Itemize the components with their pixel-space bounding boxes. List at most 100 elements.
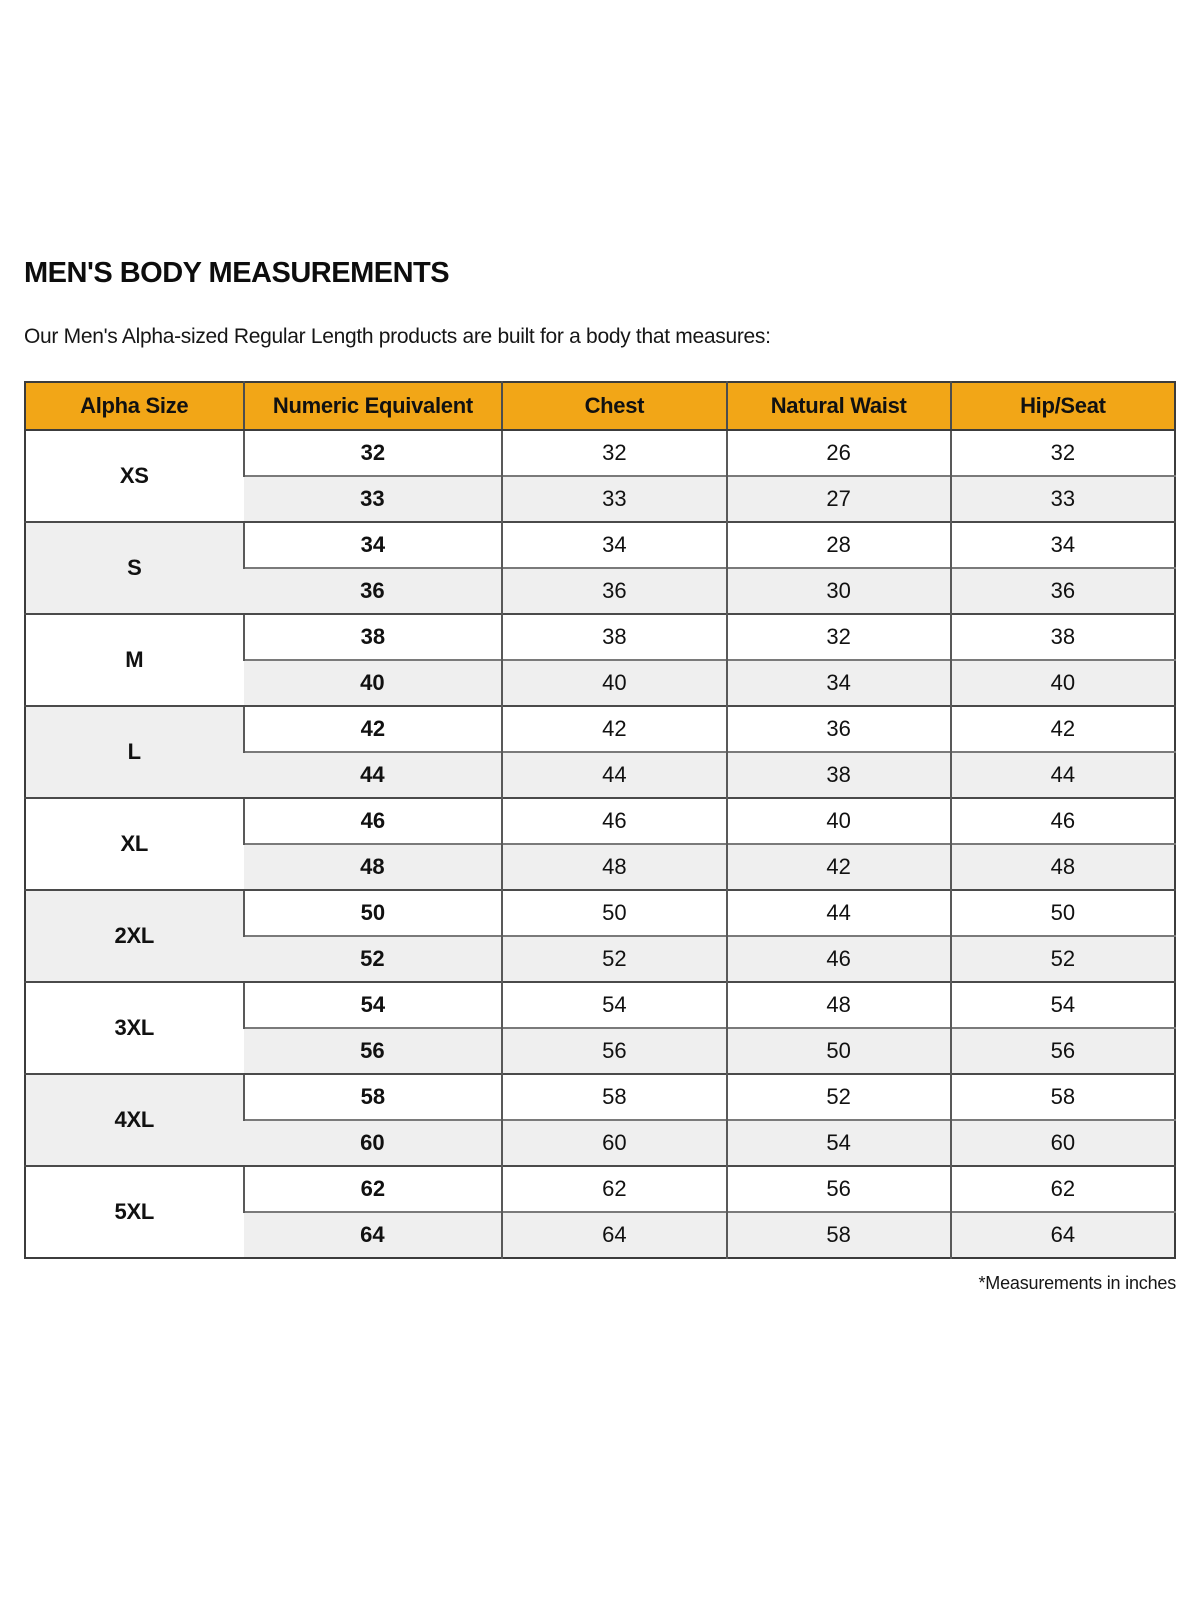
table-row-xs-32: XS 32 32 26 32 bbox=[25, 430, 1175, 523]
alpha-size-cell-l: L bbox=[25, 705, 244, 799]
numeric-equivalent-cell: 32 bbox=[242, 430, 503, 477]
hip-seat-cell: 36 bbox=[949, 567, 1175, 615]
hip-seat-cell: 40 bbox=[949, 659, 1175, 707]
table-row-m-38: M 38 38 32 38 bbox=[25, 613, 1175, 707]
alpha-size-cell-s: S bbox=[25, 521, 244, 615]
table-row-3xl-54: 3XL 54 54 48 54 bbox=[25, 981, 1175, 1075]
numeric-equivalent-cell: 33 bbox=[243, 475, 503, 523]
alpha-size-cell-4xl: 4XL bbox=[25, 1073, 244, 1167]
chest-cell: 34 bbox=[501, 521, 727, 569]
hip-seat-cell: 34 bbox=[949, 521, 1175, 569]
measurements-table: Alpha Size Numeric Equivalent Chest Natural… bbox=[24, 381, 1176, 1260]
numeric-equivalent-cell: 64 bbox=[243, 1211, 503, 1259]
column-header-numeric-equivalent: Numeric Equivalent bbox=[242, 382, 503, 432]
alpha-size-cell-5xl: 5XL bbox=[25, 1165, 244, 1259]
hip-seat-cell: 38 bbox=[949, 613, 1175, 661]
natural-waist-cell: 58 bbox=[725, 1211, 951, 1259]
hip-seat-cell: 58 bbox=[949, 1073, 1175, 1121]
table-row-xl-48: 48 48 42 48 bbox=[25, 843, 1175, 891]
hip-seat-cell: 52 bbox=[949, 935, 1175, 983]
chest-cell: 33 bbox=[501, 475, 727, 523]
column-header-chest: Chest bbox=[501, 382, 727, 432]
table-header-row: Alpha Size Numeric Equivalent Chest Natural… bbox=[25, 382, 1175, 432]
numeric-equivalent-cell: 52 bbox=[243, 935, 503, 983]
alpha-size-cell-xl: XL bbox=[25, 797, 244, 891]
table-row-l-42: L 42 42 36 42 bbox=[25, 705, 1175, 799]
hip-seat-cell: 62 bbox=[949, 1165, 1175, 1213]
column-header-natural-waist: Natural Waist bbox=[725, 382, 951, 432]
numeric-equivalent-cell: 36 bbox=[243, 567, 503, 615]
natural-waist-cell: 56 bbox=[725, 1165, 951, 1213]
table-row-3xl-56: 56 56 50 56 bbox=[25, 1027, 1175, 1075]
alpha-size-cell-2xl: 2XL bbox=[25, 889, 244, 983]
numeric-equivalent-cell: 56 bbox=[243, 1027, 503, 1075]
alpha-size-cell-3xl: 3XL bbox=[25, 981, 244, 1075]
numeric-equivalent-cell: 44 bbox=[243, 751, 503, 799]
natural-waist-cell: 34 bbox=[725, 659, 951, 707]
natural-waist-cell: 54 bbox=[725, 1119, 951, 1167]
chest-cell: 56 bbox=[501, 1027, 727, 1075]
numeric-equivalent-cell: 60 bbox=[243, 1119, 503, 1167]
chest-cell: 32 bbox=[501, 430, 727, 477]
natural-waist-cell: 27 bbox=[725, 475, 951, 523]
chest-cell: 58 bbox=[501, 1073, 727, 1121]
chest-cell: 64 bbox=[501, 1211, 727, 1259]
table-row-s-36: 36 36 30 36 bbox=[25, 567, 1175, 615]
numeric-equivalent-cell: 62 bbox=[242, 1165, 503, 1213]
chest-cell: 46 bbox=[501, 797, 727, 845]
numeric-equivalent-cell: 40 bbox=[243, 659, 503, 707]
hip-seat-cell: 33 bbox=[949, 475, 1175, 523]
numeric-equivalent-cell: 48 bbox=[243, 843, 503, 891]
table-row-xl-46: XL 46 46 40 46 bbox=[25, 797, 1175, 891]
column-header-hip-seat: Hip/Seat bbox=[949, 382, 1175, 432]
hip-seat-cell: 44 bbox=[949, 751, 1175, 799]
table-row-xs-33: 33 33 27 33 bbox=[25, 475, 1175, 523]
measurements-unit-note: *Measurements in inches bbox=[978, 1273, 1177, 1294]
numeric-equivalent-cell: 46 bbox=[242, 797, 503, 845]
alpha-size-cell-xs: XS bbox=[25, 430, 244, 523]
numeric-equivalent-cell: 38 bbox=[242, 613, 503, 661]
chest-cell: 42 bbox=[501, 705, 727, 753]
chest-cell: 54 bbox=[501, 981, 727, 1029]
chest-cell: 50 bbox=[501, 889, 727, 937]
table-row-l-44: 44 44 38 44 bbox=[25, 751, 1175, 799]
table-row-m-40: 40 40 34 40 bbox=[25, 659, 1175, 707]
natural-waist-cell: 42 bbox=[725, 843, 951, 891]
table-row-5xl-64: 64 64 58 64 bbox=[25, 1211, 1175, 1259]
natural-waist-cell: 46 bbox=[725, 935, 951, 983]
hip-seat-cell: 48 bbox=[949, 843, 1175, 891]
chest-cell: 36 bbox=[501, 567, 727, 615]
natural-waist-cell: 26 bbox=[725, 430, 951, 477]
alpha-size-cell-m: M bbox=[25, 613, 244, 707]
hip-seat-cell: 46 bbox=[949, 797, 1175, 845]
natural-waist-cell: 48 bbox=[725, 981, 951, 1029]
chest-cell: 52 bbox=[501, 935, 727, 983]
hip-seat-cell: 56 bbox=[949, 1027, 1175, 1075]
natural-waist-cell: 36 bbox=[725, 705, 951, 753]
chest-cell: 48 bbox=[501, 843, 727, 891]
chest-cell: 62 bbox=[501, 1165, 727, 1213]
table-row-s-34: S 34 34 28 34 bbox=[25, 521, 1175, 615]
hip-seat-cell: 32 bbox=[949, 430, 1175, 477]
natural-waist-cell: 28 bbox=[725, 521, 951, 569]
numeric-equivalent-cell: 42 bbox=[242, 705, 503, 753]
numeric-equivalent-cell: 54 bbox=[242, 981, 503, 1029]
numeric-equivalent-cell: 34 bbox=[242, 521, 503, 569]
chest-cell: 38 bbox=[501, 613, 727, 661]
natural-waist-cell: 32 bbox=[725, 613, 951, 661]
chest-cell: 40 bbox=[501, 659, 727, 707]
hip-seat-cell: 64 bbox=[949, 1211, 1175, 1259]
natural-waist-cell: 38 bbox=[725, 751, 951, 799]
hip-seat-cell: 42 bbox=[949, 705, 1175, 753]
column-header-alpha-size: Alpha Size bbox=[25, 382, 244, 432]
natural-waist-cell: 50 bbox=[725, 1027, 951, 1075]
natural-waist-cell: 44 bbox=[725, 889, 951, 937]
natural-waist-cell: 52 bbox=[725, 1073, 951, 1121]
table-row-4xl-58: 4XL 58 58 52 58 bbox=[25, 1073, 1175, 1167]
table-row-2xl-50: 2XL 50 50 44 50 bbox=[25, 889, 1175, 983]
hip-seat-cell: 54 bbox=[949, 981, 1175, 1029]
table-row-4xl-60: 60 60 54 60 bbox=[25, 1119, 1175, 1167]
hip-seat-cell: 60 bbox=[949, 1119, 1175, 1167]
table-row-5xl-62: 5XL 62 62 56 62 bbox=[25, 1165, 1175, 1259]
chest-cell: 44 bbox=[501, 751, 727, 799]
